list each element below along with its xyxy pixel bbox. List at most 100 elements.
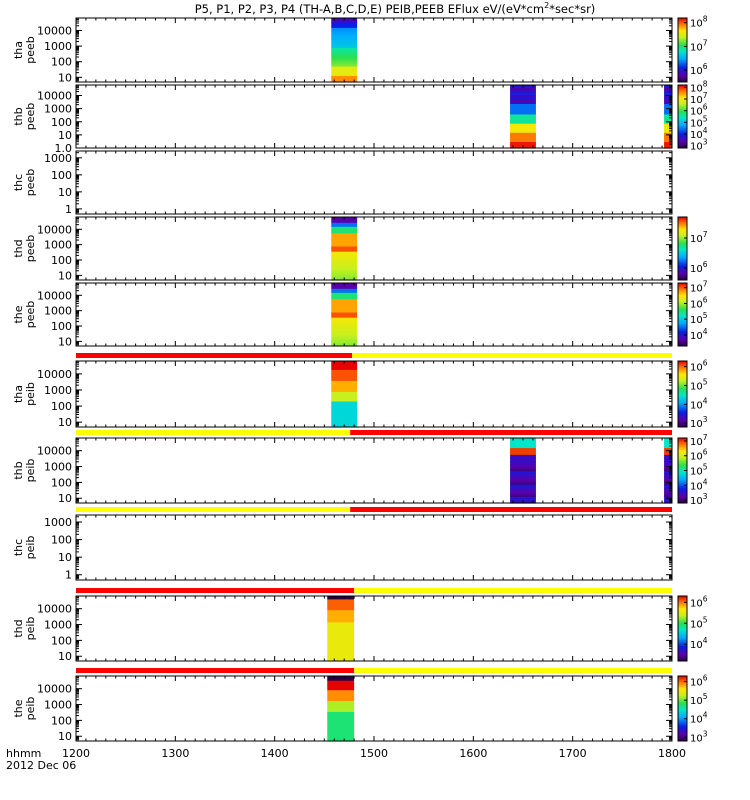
y-label-probe: the bbox=[12, 699, 25, 717]
spectrogram-cell bbox=[331, 334, 358, 337]
spectrogram-cell bbox=[510, 87, 536, 90]
spectrogram-cell bbox=[331, 262, 358, 265]
spectrogram-cell bbox=[510, 448, 536, 451]
spectrogram-cell bbox=[510, 465, 536, 468]
spectrogram-cell bbox=[664, 459, 672, 462]
spectrogram-cell bbox=[331, 260, 358, 263]
spectrogram-cell bbox=[327, 632, 355, 635]
spectrogram-cell bbox=[331, 301, 358, 304]
spectrogram-cell bbox=[327, 643, 355, 646]
colorbar bbox=[677, 17, 688, 83]
spectrogram-cell bbox=[331, 286, 358, 289]
y-label-product: peib bbox=[24, 697, 37, 721]
panel-frame bbox=[75, 360, 673, 428]
spectrogram-cell bbox=[331, 20, 358, 23]
colorbar-tick-label: 104 bbox=[690, 126, 708, 141]
colorbar-tick-base: 10 bbox=[690, 733, 703, 744]
spectrogram-cell bbox=[664, 444, 672, 447]
spectrogram-cell bbox=[664, 137, 672, 140]
spectrogram-cell bbox=[510, 112, 536, 115]
colorbar-tick-base: 10 bbox=[690, 284, 703, 295]
spectrogram-cell bbox=[331, 28, 358, 31]
spectrogram-cell bbox=[510, 95, 536, 98]
spectrogram-cell bbox=[510, 446, 536, 449]
y-tick-label: 100 bbox=[51, 169, 72, 182]
spectrogram-cell bbox=[664, 494, 672, 497]
spectrogram-cell bbox=[331, 307, 358, 310]
colorbar-tick-label: 104 bbox=[690, 636, 708, 651]
spectrogram-cell bbox=[664, 124, 672, 127]
y-tick-label: 10 bbox=[58, 71, 72, 84]
y-tick-label: 100 bbox=[51, 534, 72, 547]
colorbar-tick-label: 106 bbox=[690, 448, 708, 463]
spectrogram-cell bbox=[331, 330, 358, 333]
spectrogram-cell bbox=[327, 708, 355, 711]
spectrogram-cell bbox=[510, 482, 536, 485]
spectrogram-cell bbox=[331, 274, 358, 277]
spectrogram-cell bbox=[664, 142, 672, 145]
spectrogram-cell bbox=[331, 236, 358, 239]
spectrogram-cell bbox=[664, 496, 672, 499]
spectrogram-cell bbox=[664, 102, 672, 104]
spectrogram-cell bbox=[510, 454, 536, 457]
spectrogram-cell bbox=[327, 680, 355, 683]
spectrogram-cell bbox=[510, 108, 536, 111]
y-tick-label: 1000 bbox=[44, 152, 72, 165]
spectrogram-cell bbox=[331, 78, 358, 80]
spectrogram-cell bbox=[331, 411, 358, 414]
spectrogram-cell bbox=[510, 447, 536, 450]
spectrogram-cell bbox=[331, 383, 358, 385]
spectrogram-cell bbox=[664, 103, 672, 106]
spectrogram-cell bbox=[327, 735, 355, 738]
spectrogram-cell bbox=[664, 85, 672, 87]
spectrogram-cell bbox=[664, 113, 672, 116]
spectrogram-cell bbox=[510, 109, 536, 112]
spectrogram-cell bbox=[331, 72, 358, 75]
spectrogram-cell bbox=[331, 241, 358, 244]
spectrogram-cell bbox=[327, 676, 355, 678]
spectrogram-cell bbox=[510, 480, 536, 482]
colorbar-tick-base: 10 bbox=[690, 130, 703, 141]
panel-frame bbox=[75, 595, 673, 662]
colorbar-tick-exponent: 4 bbox=[703, 126, 708, 135]
spectrogram-cell bbox=[664, 461, 672, 463]
spectrogram-cell bbox=[327, 610, 355, 613]
y-tick-label: 1.0 bbox=[55, 142, 73, 155]
spectrogram-cell bbox=[327, 633, 355, 636]
spectrogram-cell bbox=[664, 119, 672, 121]
colorbar-tick-label: 104 bbox=[690, 477, 708, 492]
panel-frame bbox=[75, 282, 673, 347]
spectrogram-cell bbox=[510, 478, 536, 481]
spectrogram-cell bbox=[664, 116, 672, 119]
spectrogram-cell bbox=[664, 132, 672, 135]
spectrogram-cell bbox=[327, 716, 355, 719]
spectrogram-cell bbox=[331, 373, 358, 376]
y-tick-label: 10 bbox=[58, 730, 72, 743]
spectrogram-cell bbox=[331, 339, 358, 342]
spectrogram-cell bbox=[327, 705, 355, 708]
colorbar-tick-base: 10 bbox=[690, 419, 703, 430]
spectrogram-cell bbox=[331, 405, 358, 407]
spectrogram-cell bbox=[664, 474, 672, 477]
spectrogram-cell bbox=[510, 461, 536, 463]
spectrogram-cell bbox=[331, 62, 358, 64]
spectrogram-cell bbox=[510, 134, 536, 137]
spectrogram-cell bbox=[331, 59, 358, 62]
y-tick-label: 1000 bbox=[44, 461, 72, 474]
spectrogram-cell bbox=[327, 711, 355, 714]
spectrogram-cell bbox=[510, 136, 536, 139]
spectrogram-cell bbox=[327, 628, 355, 631]
spectrogram-cell bbox=[510, 459, 536, 462]
y-label-probe: thb bbox=[12, 461, 25, 479]
spectrogram-cell bbox=[327, 677, 355, 680]
colorbar-tick-base: 10 bbox=[690, 481, 703, 492]
spectrogram-cell bbox=[510, 440, 536, 443]
spectrogram-cell bbox=[331, 417, 358, 420]
spectrogram-cell bbox=[331, 272, 358, 274]
spectrogram-cell bbox=[510, 463, 536, 466]
spectrogram-cell bbox=[331, 294, 358, 297]
spectrogram-cell bbox=[331, 340, 358, 343]
spectrogram-cell bbox=[331, 418, 358, 421]
spectrogram-cell bbox=[510, 94, 536, 97]
spectrogram-cell bbox=[331, 302, 358, 305]
